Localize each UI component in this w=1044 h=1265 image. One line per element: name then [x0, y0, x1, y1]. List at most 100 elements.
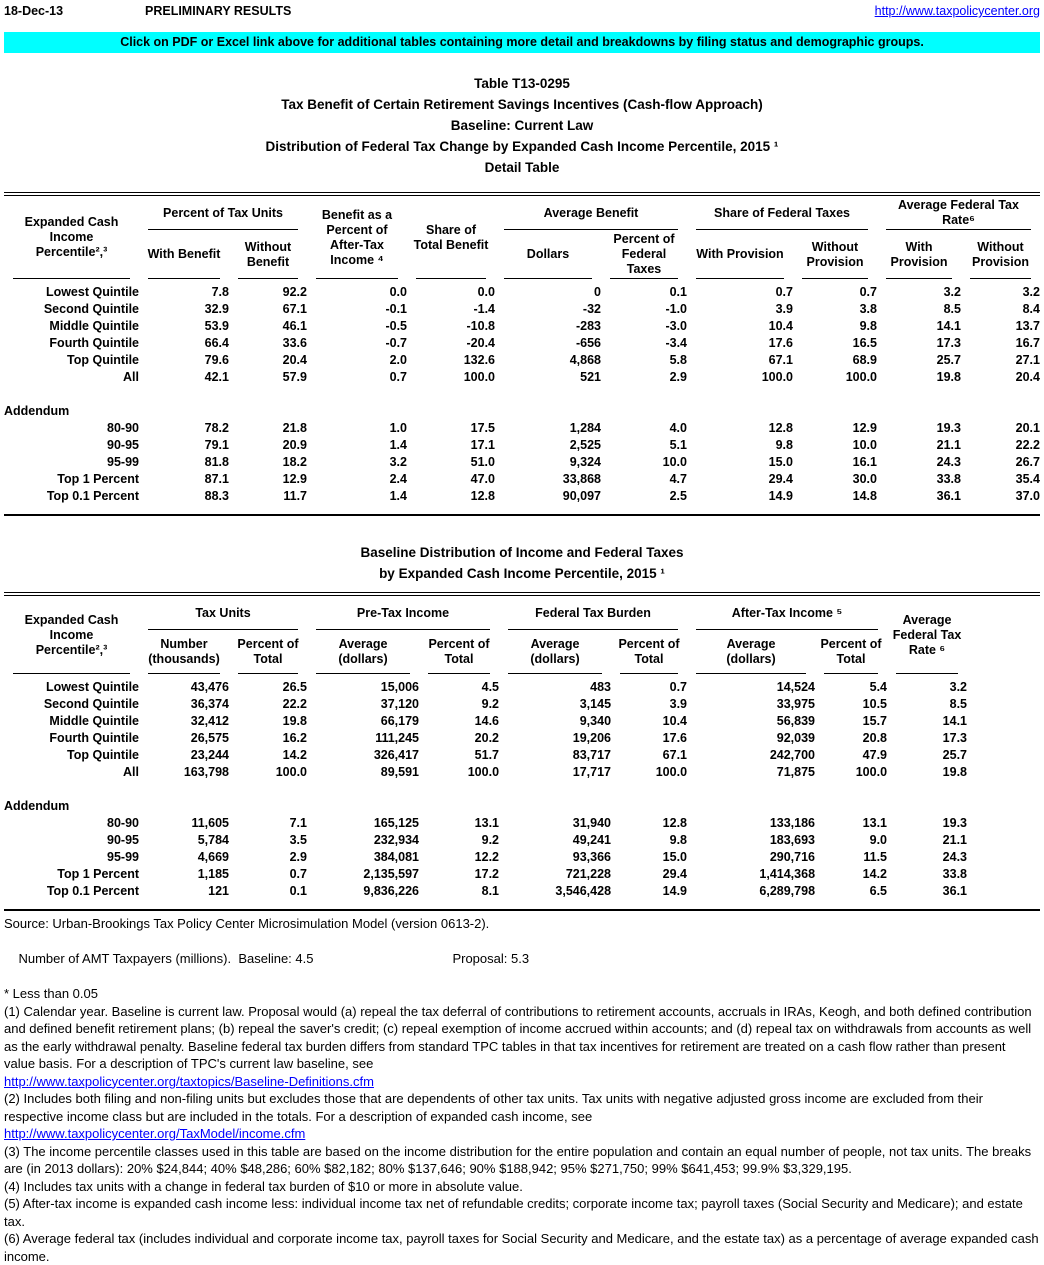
value-cell: 12.9: [282, 472, 307, 486]
value-cell: 16.1: [852, 455, 877, 469]
table-number-title: Table T13-0295: [474, 76, 570, 91]
info-banner: Click on PDF or Excel link above for add…: [4, 32, 1040, 53]
value-cell: 22.2: [1015, 438, 1040, 452]
value-cell: 20.8: [862, 731, 888, 745]
value-cell: 2.9: [289, 850, 307, 864]
footer-notes: Source: Urban-Brookings Tax Policy Cente…: [4, 915, 1040, 1265]
table-row: Top 1 Percent 1,185 0.7 2,135,597 17.2 721,22…: [4, 866, 967, 883]
value-cell: 93,366: [572, 850, 612, 864]
col-header-rate-with-provision: With Provision: [877, 230, 961, 279]
group-header-tax-units: Tax Units: [139, 596, 307, 630]
col-header-without-benefit: Without Benefit: [229, 230, 307, 279]
value-cell: 57.9: [282, 370, 307, 384]
value-cell: 79.1: [204, 438, 229, 452]
spacer-row: [4, 386, 1040, 403]
value-cell: 66.4: [204, 336, 229, 350]
value-cell: 20.4: [282, 353, 307, 367]
value-cell: 0.0: [477, 285, 495, 299]
table-row: All 42.1 57.9 0.7 100.0 521 2.9 100.0 100.0 19.8 2…: [4, 369, 1040, 386]
table-row: Second Quintile 36,374 22.2 37,120 9.2 3,145 3…: [4, 696, 967, 713]
col-header-average-dollars-pretax: Average (dollars): [307, 630, 419, 674]
col-header-average-dollars-aftertax: Average (dollars): [687, 630, 815, 674]
amt-baseline-value: Number of AMT Taxpayers (millions). Base…: [18, 951, 314, 966]
value-cell: 4.5: [481, 680, 500, 694]
value-cell: 14.9: [662, 884, 688, 898]
baseline-table-title-line2: by Expanded Cash Income Percentile, 2015…: [379, 566, 665, 581]
value-cell: 32.9: [204, 302, 229, 316]
value-cell: 0.7: [289, 867, 307, 881]
value-cell: 11,605: [191, 816, 229, 830]
value-cell: 24.3: [942, 850, 968, 864]
row-label: Middle Quintile: [49, 714, 139, 728]
value-cell: 3.2: [943, 285, 961, 299]
value-cell: 53.9: [204, 319, 229, 333]
value-cell: 16.7: [1015, 336, 1040, 350]
baseline-subtitle: Baseline: Current Law: [450, 118, 594, 133]
value-cell: 36.1: [942, 884, 968, 898]
value-cell: 14.2: [862, 867, 888, 881]
value-cell: 8.4: [1022, 302, 1040, 316]
value-cell: -3.4: [665, 336, 687, 350]
value-cell: 3.9: [775, 302, 793, 316]
value-cell: 0.7: [775, 285, 793, 299]
value-cell: 100.0: [761, 370, 793, 384]
row-label: All: [123, 765, 139, 779]
value-cell: 1,414,368: [759, 867, 816, 881]
value-cell: 10.4: [768, 319, 793, 333]
table-row: Lowest Quintile 43,476 26.5 15,006 4.5 483 0.7…: [4, 674, 967, 696]
col-header-expanded-cash-income-percentile-2: Expanded Cash Income Percentile²,³: [4, 596, 139, 674]
value-cell: 26.5: [282, 680, 307, 694]
value-cell: 15,006: [380, 680, 419, 694]
table-row: Fourth Quintile 26,575 16.2 111,245 20.2 19,2…: [4, 730, 967, 747]
value-cell: 3.5: [289, 833, 307, 847]
value-cell: 31,940: [572, 816, 612, 830]
amt-proposal-value: Proposal: 5.3: [452, 951, 530, 966]
value-cell: 9.2: [481, 833, 500, 847]
value-cell: -0.5: [385, 319, 407, 333]
footnote-link[interactable]: http://www.taxpolicycenter.org/TaxModel/…: [4, 1126, 306, 1141]
taxpolicycenter-link[interactable]: http://www.taxpolicycenter.org: [874, 4, 1040, 18]
title-block: Table T13-0295 Tax Benefit of Certain Re…: [4, 73, 1040, 178]
value-cell: 132.6: [463, 353, 495, 367]
value-cell: 27.1: [1015, 353, 1040, 367]
value-cell: 33.8: [936, 472, 961, 486]
value-cell: 51.7: [474, 748, 500, 762]
value-cell: 3.9: [669, 697, 688, 711]
table-row: Top Quintile 79.6 20.4 2.0 132.6 4,868 5.8 67.1…: [4, 352, 1040, 369]
value-cell: 9.2: [481, 697, 500, 711]
row-label: 80-90: [107, 421, 139, 435]
value-cell: 20.1: [1015, 421, 1040, 435]
row-label: 90-95: [107, 833, 139, 847]
col-header-with-benefit: With Benefit: [139, 230, 229, 279]
value-cell: 10.0: [852, 438, 877, 452]
value-cell: 12.8: [768, 421, 793, 435]
table-row: 90-95 79.1 20.9 1.4 17.1 2,525 5.1 9.8 10.0 21.1 2…: [4, 437, 1040, 454]
value-cell: 30.0: [852, 472, 877, 486]
report-date: 18-Dec-13: [4, 4, 64, 18]
value-cell: 88.3: [204, 489, 229, 503]
value-cell: 36.1: [936, 489, 961, 503]
value-cell: 25.7: [936, 353, 961, 367]
value-cell: 81.8: [204, 455, 229, 469]
col-header-percent-of-total-aftertax: Percent of Total: [815, 630, 887, 674]
table-row: Top Quintile 23,244 14.2 326,417 51.7 83,717 6…: [4, 747, 967, 764]
group-header-average-federal-tax-rate: Average Federal Tax Rate⁶: [877, 196, 1040, 230]
value-cell: 14.2: [282, 748, 307, 762]
value-cell: -1.0: [665, 302, 687, 316]
table-row: 80-90 78.2 21.8 1.0 17.5 1,284 4.0 12.8 12.9 19.3…: [4, 420, 1040, 437]
value-cell: 5,784: [197, 833, 229, 847]
value-cell: 36,374: [190, 697, 229, 711]
value-cell: 20.4: [1015, 370, 1040, 384]
table-row: 95-99 4,669 2.9 384,081 12.2 93,366 15.0 290,71…: [4, 849, 967, 866]
value-cell: 12.8: [662, 816, 688, 830]
value-cell: 11.5: [863, 850, 888, 864]
row-label: Middle Quintile: [49, 319, 139, 333]
table-row: Top 1 Percent 87.1 12.9 2.4 47.0 33,868 4.7 29.…: [4, 471, 1040, 488]
col-header-dollars: Dollars: [495, 230, 601, 279]
value-cell: 26,575: [190, 731, 229, 745]
group-header-pre-tax-income: Pre-Tax Income: [307, 596, 499, 630]
value-cell: 2.5: [669, 489, 687, 503]
value-cell: 1.4: [389, 489, 407, 503]
value-cell: 21.1: [936, 438, 961, 452]
footnote-link[interactable]: http://www.taxpolicycenter.org/taxtopics…: [4, 1073, 374, 1089]
